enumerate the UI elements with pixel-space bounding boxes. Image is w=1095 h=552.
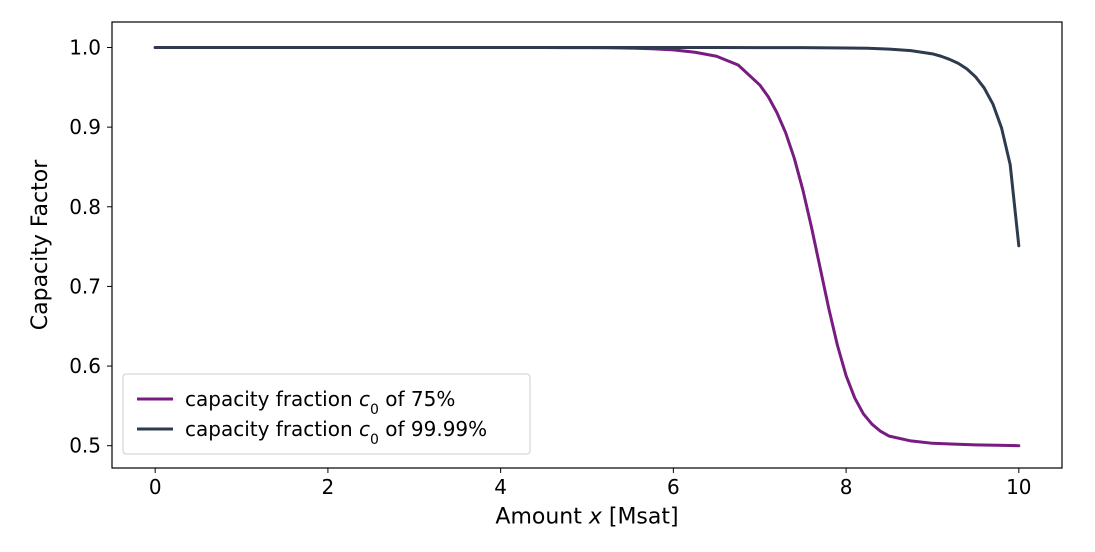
series-c0_9999 (155, 47, 1019, 245)
legend-box (123, 374, 530, 454)
x-tick-label: 4 (494, 475, 507, 499)
x-tick-label: 6 (667, 475, 680, 499)
y-tick-label: 0.7 (69, 274, 101, 298)
x-tick-label: 0 (149, 475, 162, 499)
x-tick-label: 8 (840, 475, 853, 499)
y-tick-label: 1.0 (69, 35, 101, 59)
y-axis-label: Capacity Factor (28, 159, 53, 330)
x-tick-label: 10 (1006, 475, 1031, 499)
x-tick-label: 2 (322, 475, 335, 499)
y-tick-label: 0.9 (69, 115, 101, 139)
y-tick-label: 0.5 (69, 434, 101, 458)
chart-container: 0 2 4 6 8 10 0.5 0.6 0.7 0.8 0.9 1.0 Amount x [Msat]… (0, 0, 1095, 548)
legend: capacity fraction c0 of 75%capacity frac… (123, 374, 530, 454)
y-tick-label: 0.6 (69, 354, 101, 378)
y-tick-label: 0.8 (69, 195, 101, 219)
x-axis-label: Amount x [Msat] (495, 505, 678, 530)
capacity-factor-chart: 0 2 4 6 8 10 0.5 0.6 0.7 0.8 0.9 1.0 Amount x [Msat]… (0, 0, 1095, 548)
